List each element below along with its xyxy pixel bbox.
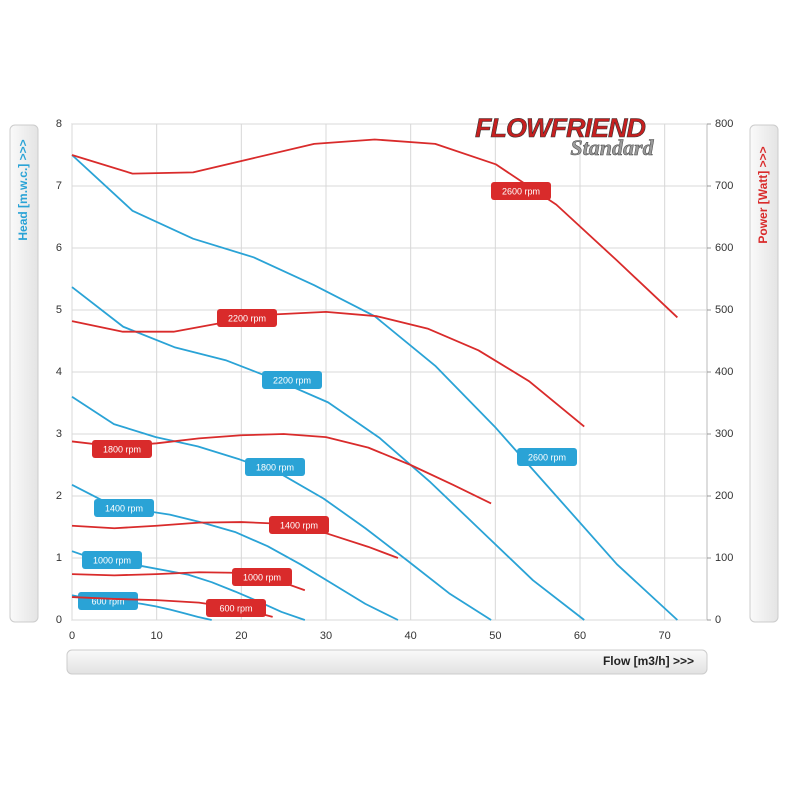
logo-brand: FLOWFRIEND	[475, 113, 645, 143]
plot-area: 0 10 20 30 40 50 60 700123456780100200300400500…	[56, 118, 733, 642]
y-tick-label: 5	[56, 304, 62, 316]
x-axis-label: Flow [m3/h] >>>	[603, 654, 694, 668]
right-panel	[749, 124, 779, 623]
curve-label-box	[92, 440, 152, 458]
head-curve	[71, 286, 585, 621]
curve-label: 1000 rpm	[93, 555, 131, 565]
curve-label-box	[269, 516, 329, 534]
y2-tick-label: 300	[715, 428, 733, 440]
y-tick-label: 1	[56, 552, 62, 564]
curve-label-box	[232, 568, 292, 586]
x-tick-label: 60	[574, 630, 586, 642]
curve-label-box	[78, 592, 138, 610]
x-tick-label: 70	[659, 630, 671, 642]
bottom-bar	[66, 649, 708, 675]
curve-label-box	[82, 551, 142, 569]
x-tick-label: 50	[489, 630, 501, 642]
curve-label-box	[245, 458, 305, 476]
y-tick-label: 4	[56, 366, 62, 378]
y-axis-label: Head [m.w.c.] >>>	[16, 139, 30, 240]
y2-tick-label: 100	[715, 552, 733, 564]
y2-tick-label: 800	[715, 118, 733, 130]
curve-label-box	[217, 309, 277, 327]
curve-label: 600 rpm	[219, 603, 252, 613]
y-tick-label: 0	[56, 614, 62, 626]
curve-label: 2200 rpm	[228, 313, 266, 323]
y2-tick-label: 700	[715, 180, 733, 192]
y2-tick-label: 600	[715, 242, 733, 254]
y-tick-label: 6	[56, 242, 62, 254]
y-tick-label: 2	[56, 490, 62, 502]
curve-label: 1400 rpm	[105, 503, 143, 513]
y-tick-label: 3	[56, 428, 62, 440]
power-curve	[71, 138, 678, 319]
curve-label-box	[94, 499, 154, 517]
x-tick-label: 0	[69, 630, 75, 642]
y2-tick-label: 500	[715, 304, 733, 316]
curve-label-box	[517, 448, 577, 466]
y2-tick-label: 0	[715, 614, 721, 626]
curve-label-box	[491, 182, 551, 200]
power-curve	[71, 521, 399, 559]
curve-label-box	[206, 599, 266, 617]
curve-label: 2200 rpm	[273, 375, 311, 385]
curve-label: 2600 rpm	[528, 452, 566, 462]
left-panel	[9, 124, 39, 623]
y-tick-label: 8	[56, 118, 62, 130]
curve-label: 1800 rpm	[103, 444, 141, 454]
curve-label: 1400 rpm	[280, 520, 318, 530]
x-tick-label: 40	[405, 630, 417, 642]
x-tick-label: 10	[151, 630, 163, 642]
y2-tick-label: 200	[715, 490, 733, 502]
curve-label-box	[262, 371, 322, 389]
curve-label: 600 rpm	[91, 596, 124, 606]
y2-axis-label: Power [Watt] >>>	[756, 146, 770, 243]
x-tick-label: 30	[320, 630, 332, 642]
logo-edition: Standard	[570, 135, 654, 160]
x-tick-label: 20	[235, 630, 247, 642]
curve-label: 1000 rpm	[243, 572, 281, 582]
y2-tick-label: 400	[715, 366, 733, 378]
curve-label: 2600 rpm	[502, 186, 540, 196]
curve-label: 1800 rpm	[256, 462, 294, 472]
power-curve	[71, 310, 585, 428]
y-tick-label: 7	[56, 180, 62, 192]
